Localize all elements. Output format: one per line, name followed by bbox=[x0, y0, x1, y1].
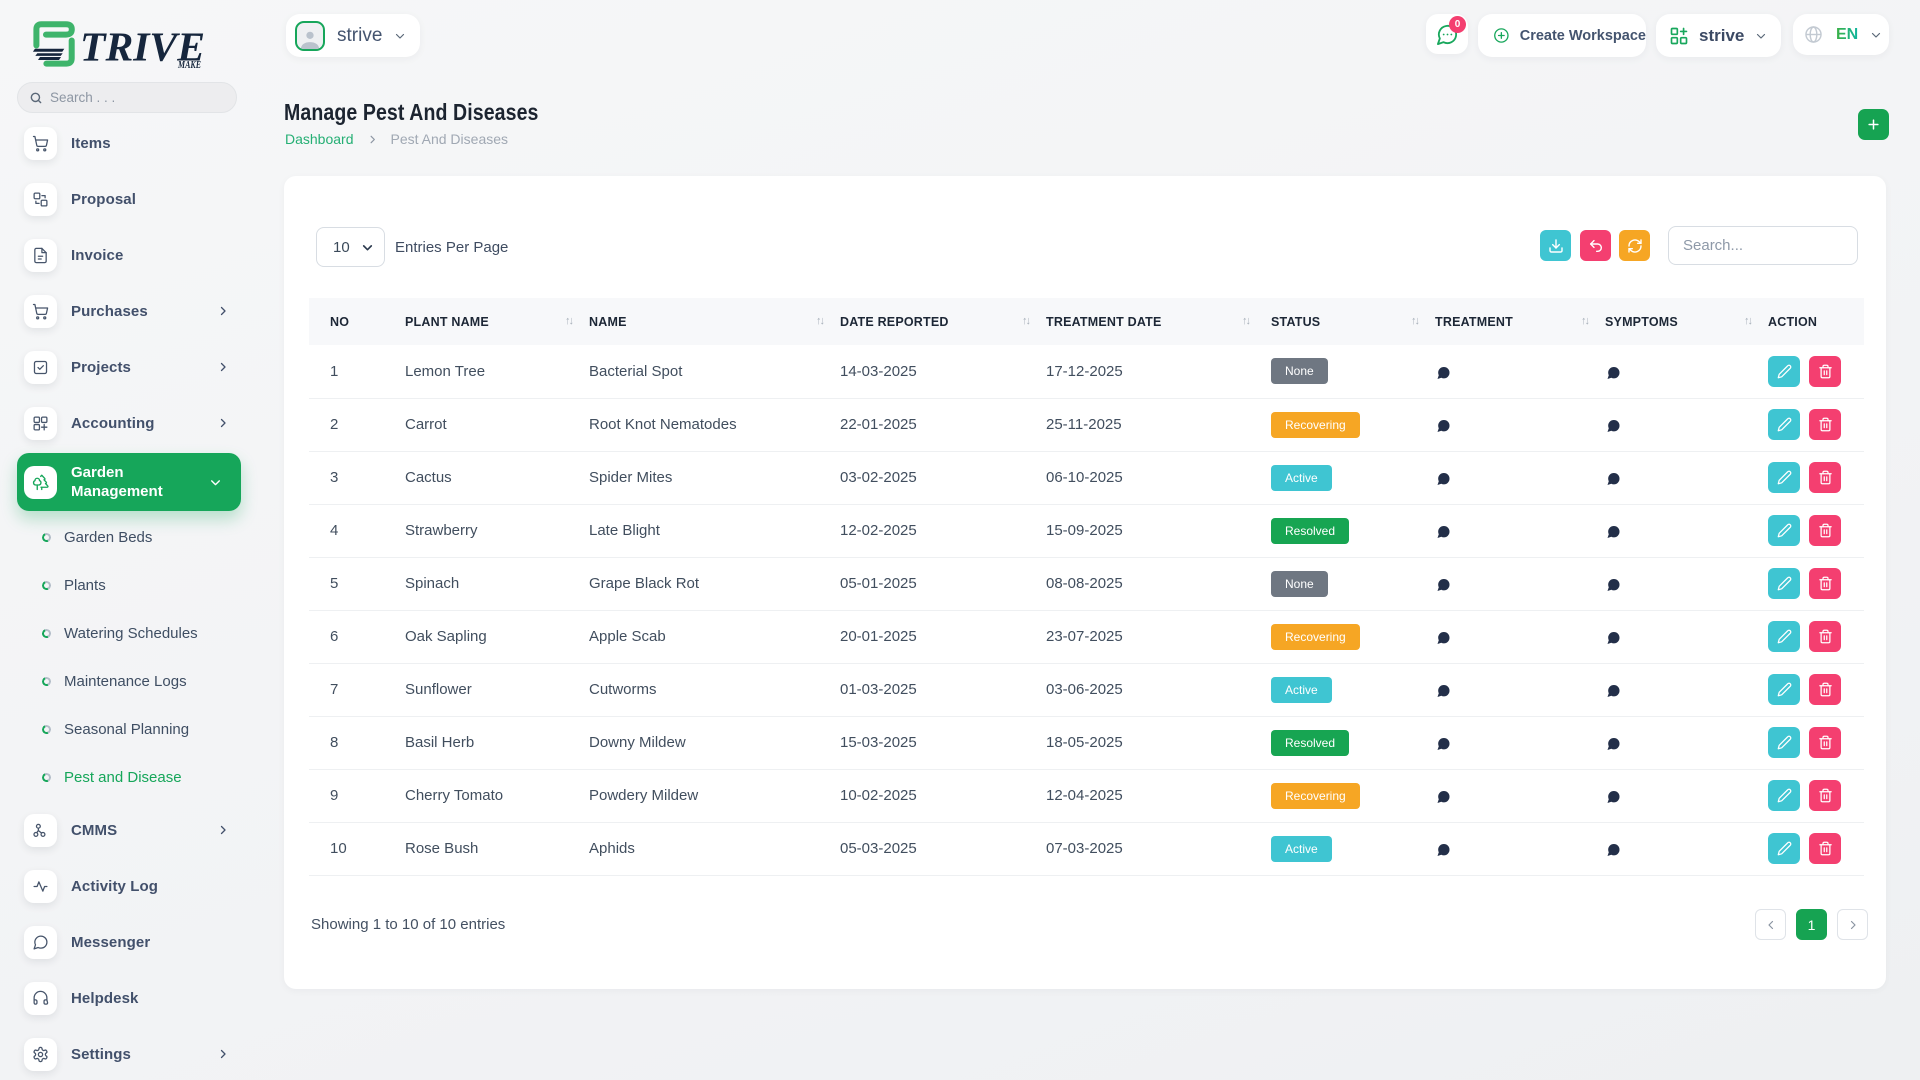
svg-text:MAKE: MAKE bbox=[177, 59, 201, 71]
svg-text:TRIVE: TRIVE bbox=[80, 24, 205, 70]
